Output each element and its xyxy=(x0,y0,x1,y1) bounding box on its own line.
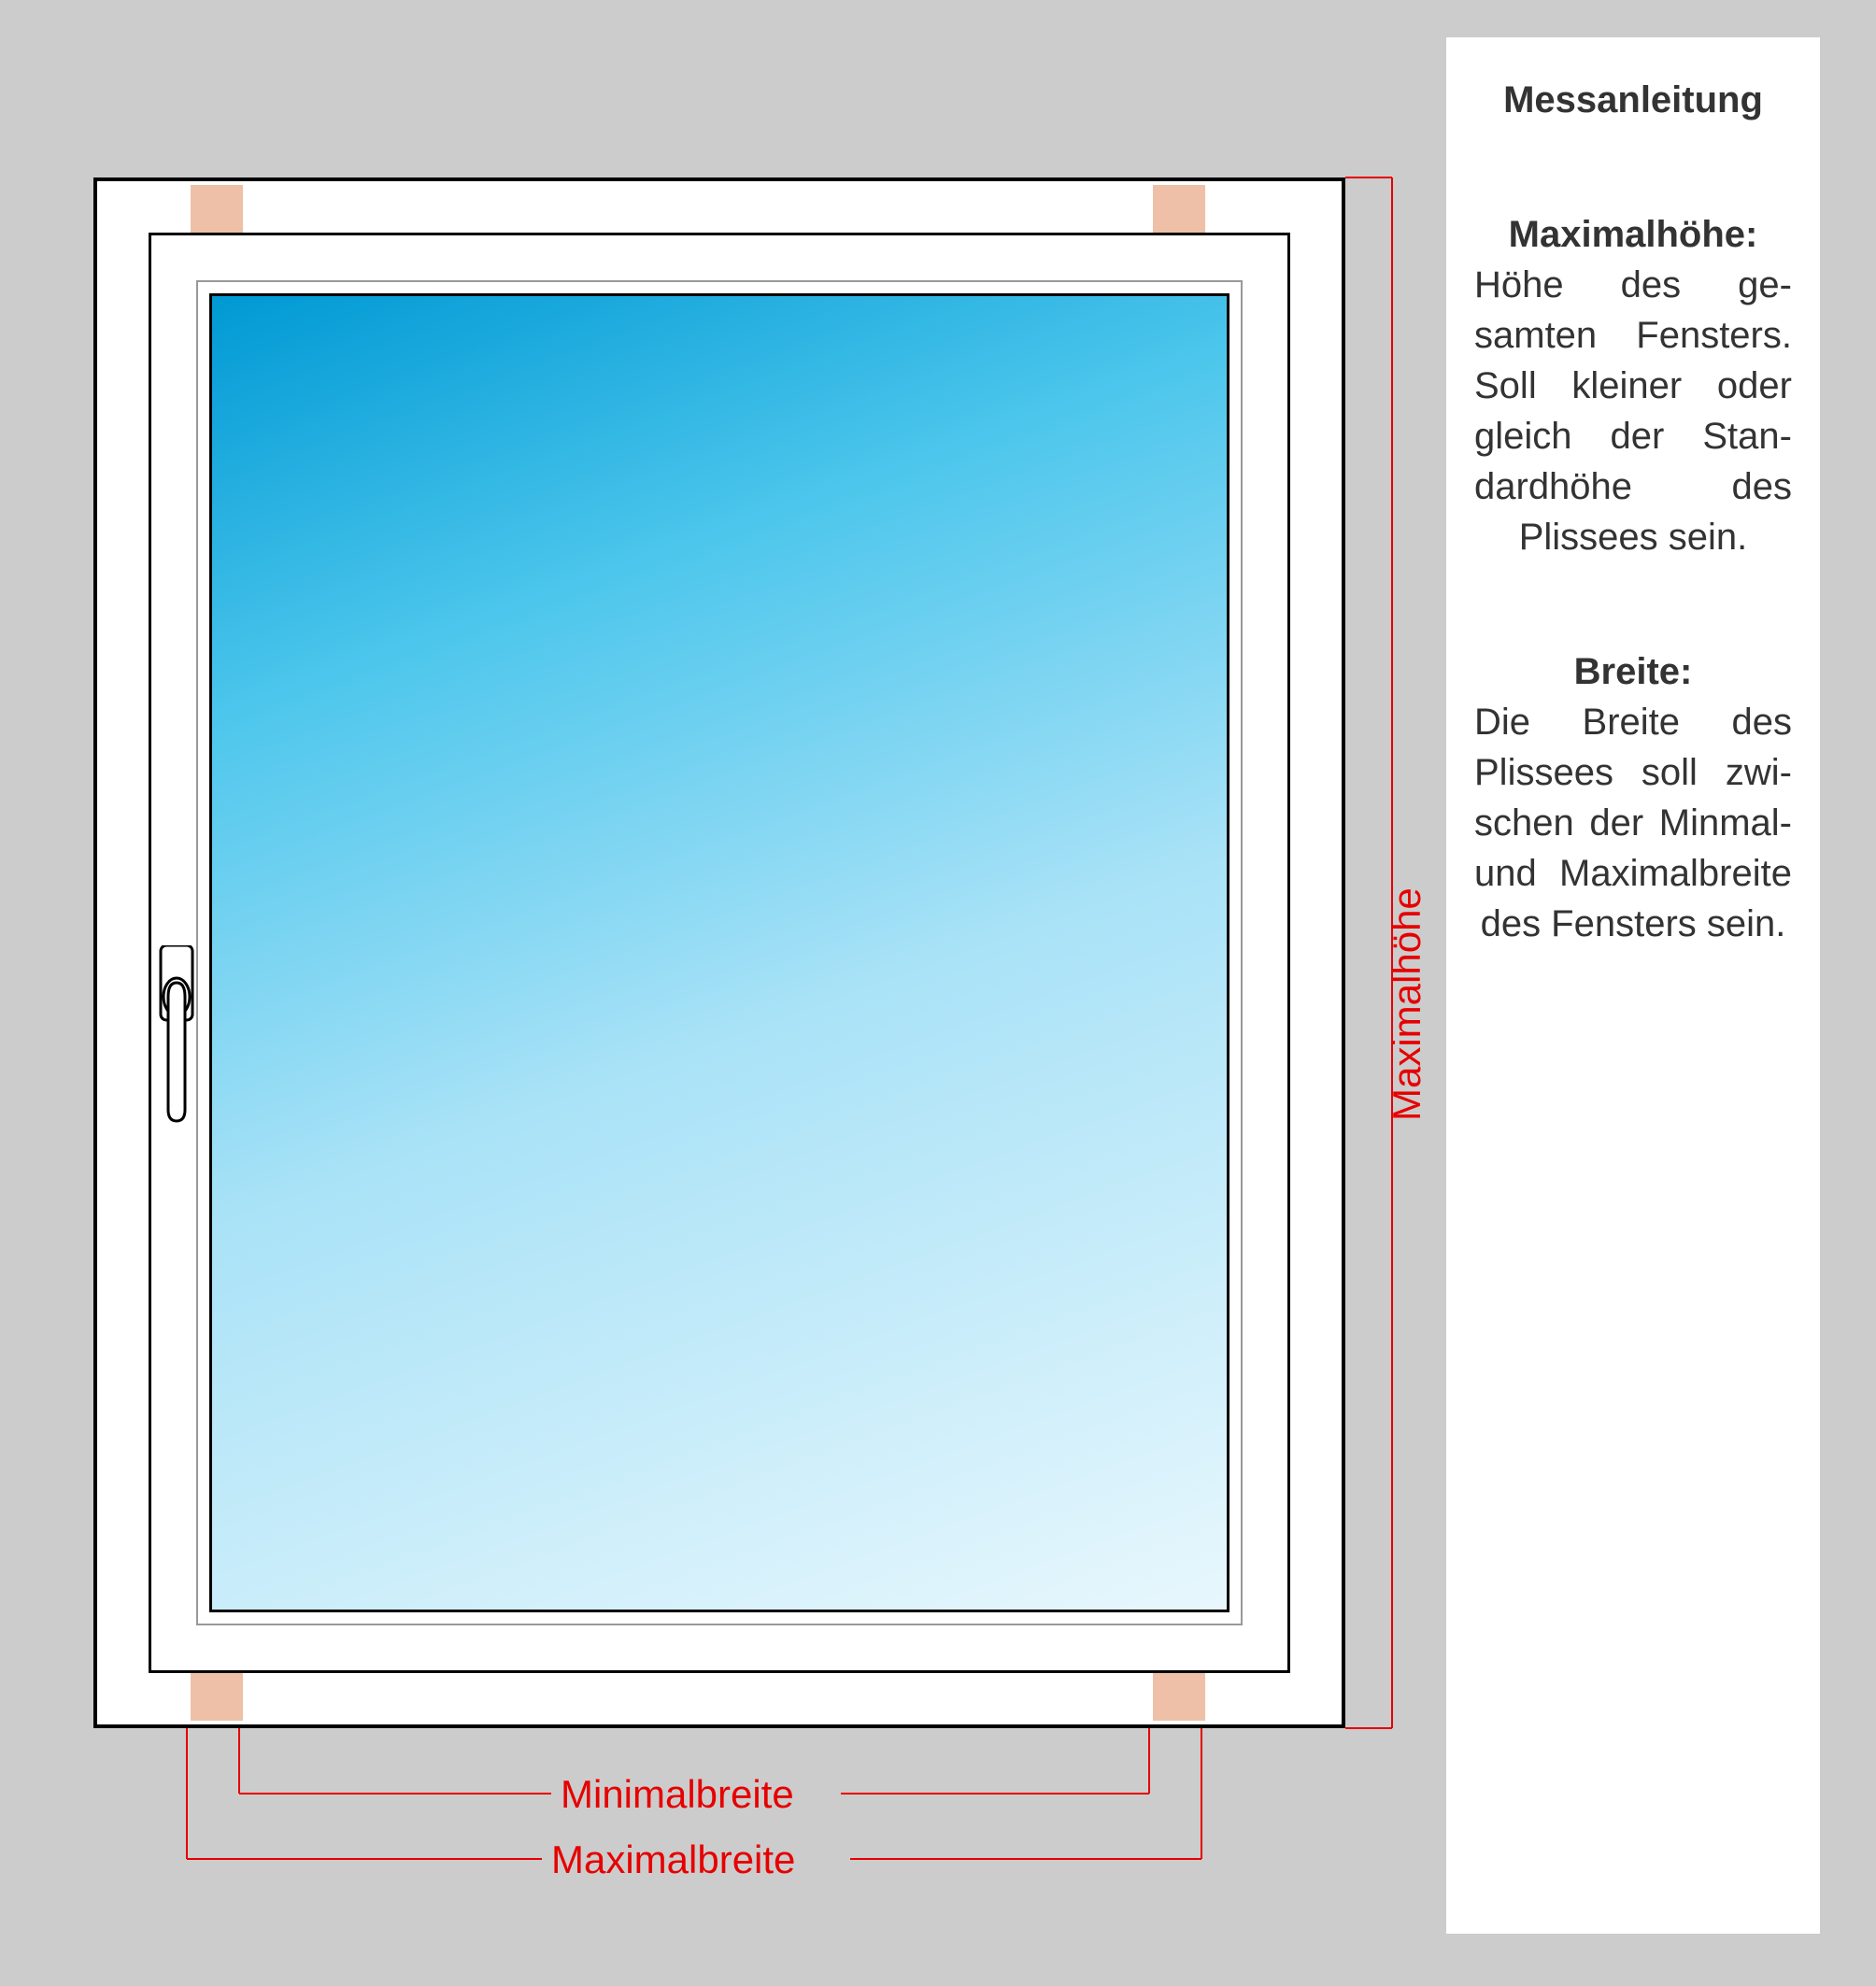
canvas: Messanleitung Maximalhöhe: Höhe des ge­s… xyxy=(0,0,1876,1986)
dim-label-maxwidth: Maximalbreite xyxy=(551,1837,795,1882)
window-outer-frame xyxy=(93,177,1345,1728)
section-body-width: Die Breite des Plissees soll zwi­schen d… xyxy=(1474,697,1792,949)
window-glass xyxy=(209,293,1229,1612)
window-handle-icon xyxy=(155,945,198,1123)
section-heading-maxheight: Maximalhöhe: xyxy=(1474,209,1792,260)
panel-title: Messanleitung xyxy=(1474,75,1792,125)
dim-label-minwidth: Minimalbreite xyxy=(561,1772,794,1817)
section-body-maxheight: Höhe des ge­samten Fensters. Soll kleine… xyxy=(1474,260,1792,562)
dim-label-maxheight: Maximalhöhe xyxy=(1385,887,1429,1121)
instructions-panel: Messanleitung Maximalhöhe: Höhe des ge­s… xyxy=(1446,37,1820,1934)
window-sash xyxy=(149,233,1290,1673)
section-heading-width: Breite: xyxy=(1474,646,1792,697)
window-diagram xyxy=(93,177,1345,1728)
